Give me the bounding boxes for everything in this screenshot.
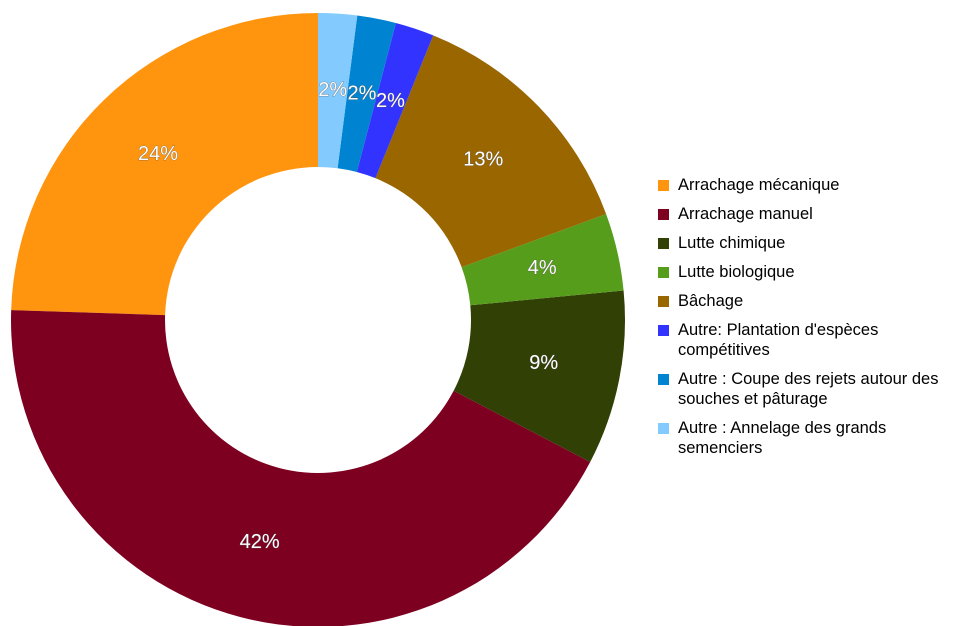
legend-item: Autre : Coupe des rejets autour des souc… bbox=[658, 369, 963, 409]
legend-swatch bbox=[658, 374, 669, 385]
data-label: 2% bbox=[376, 90, 405, 112]
donut-slice bbox=[11, 13, 318, 316]
data-label: 13% bbox=[463, 148, 503, 170]
donut-slice bbox=[337, 15, 396, 173]
donut-slice bbox=[375, 35, 607, 268]
legend-item: Lutte biologique bbox=[658, 262, 963, 282]
donut-slice bbox=[461, 213, 624, 306]
donut-slice bbox=[318, 13, 358, 169]
donut-slice bbox=[11, 310, 591, 626]
data-label: 2% bbox=[348, 83, 377, 105]
legend-swatch bbox=[658, 296, 669, 307]
legend-item: Arrachage mécanique bbox=[658, 175, 963, 195]
legend-swatch bbox=[658, 325, 669, 336]
legend: Arrachage mécanique Arrachage manuel Lutte… bbox=[658, 175, 963, 467]
legend-label: Autre : Coupe des rejets autour des souc… bbox=[678, 370, 939, 408]
legend-label: Autre : Annelage des grands semenciers bbox=[678, 419, 887, 457]
legend-item: Arrachage manuel bbox=[658, 204, 963, 224]
legend-label: Bâchage bbox=[678, 292, 744, 310]
data-label: 4% bbox=[528, 257, 557, 279]
legend-swatch bbox=[658, 267, 669, 278]
data-label: 2% bbox=[318, 79, 347, 101]
data-label: 42% bbox=[240, 531, 280, 553]
legend-label: Autre: Plantation d'espèces compétitives bbox=[678, 321, 879, 359]
legend-item: Lutte chimique bbox=[658, 233, 963, 253]
legend-label: Lutte biologique bbox=[678, 263, 795, 281]
legend-swatch bbox=[658, 180, 669, 191]
legend-label: Arrachage manuel bbox=[678, 205, 813, 223]
data-label: 9% bbox=[529, 352, 558, 374]
legend-swatch bbox=[658, 238, 669, 249]
legend-label: Lutte chimique bbox=[678, 234, 786, 252]
legend-label: Arrachage mécanique bbox=[678, 176, 840, 194]
donut-slice bbox=[356, 23, 434, 179]
legend-swatch bbox=[658, 423, 669, 434]
data-label: 24% bbox=[138, 143, 178, 165]
legend-item: Autre: Plantation d'espèces compétitives bbox=[658, 320, 963, 360]
legend-item: Bâchage bbox=[658, 291, 963, 311]
legend-item: Autre : Annelage des grands semenciers bbox=[658, 418, 963, 458]
donut-slice bbox=[453, 290, 625, 462]
legend-swatch bbox=[658, 209, 669, 220]
